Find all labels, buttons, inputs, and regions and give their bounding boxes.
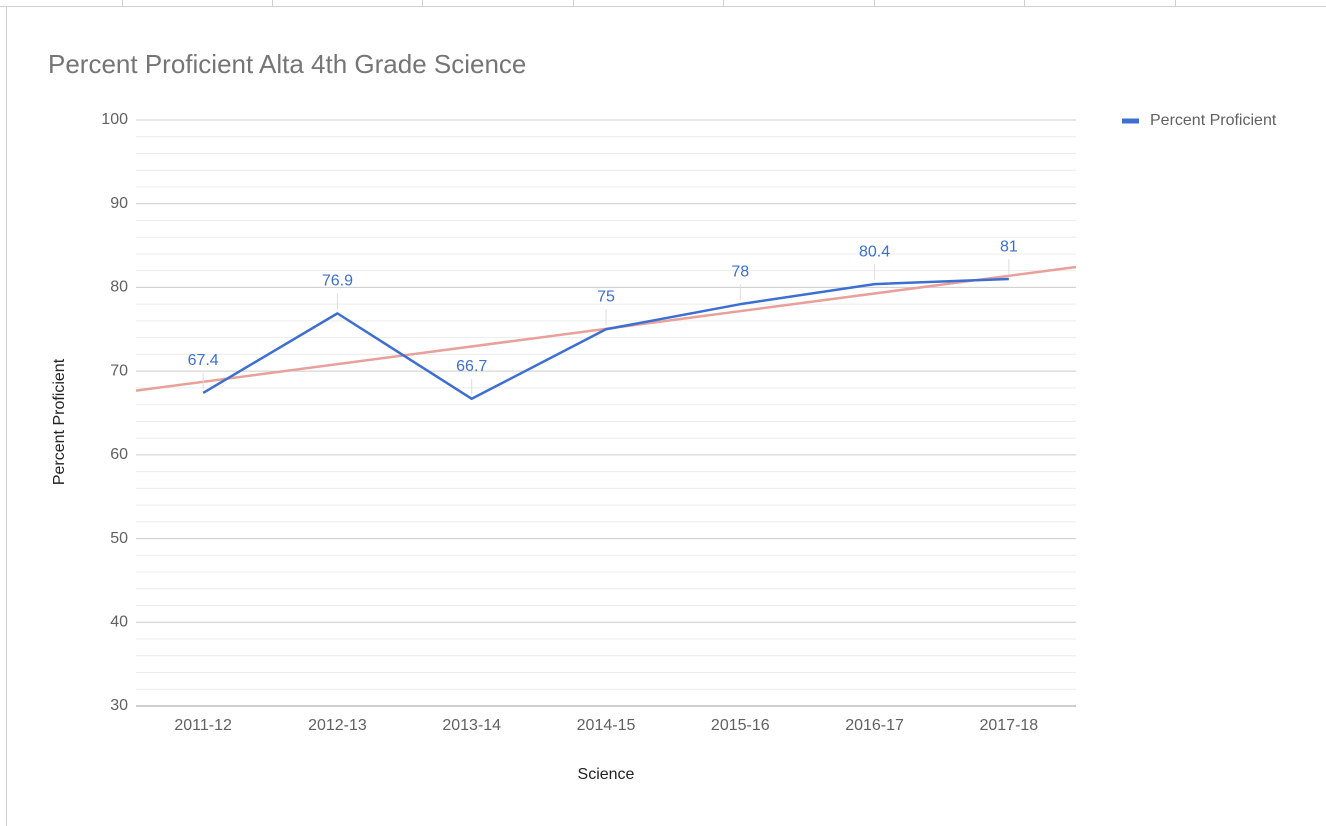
x-tick-label: 2011-12	[174, 717, 232, 734]
data-label: 67.4	[188, 352, 219, 369]
data-label: 75	[597, 289, 615, 306]
x-axis-title: Science	[578, 766, 635, 783]
legend-label: Percent Proficient	[1150, 112, 1277, 129]
data-label: 80.4	[859, 243, 890, 260]
y-tick-label: 90	[110, 195, 128, 212]
chart-title: Percent Proficient Alta 4th Grade Scienc…	[48, 49, 526, 79]
y-tick-label: 70	[110, 362, 128, 379]
series-line	[202, 277, 1009, 401]
y-tick-label: 100	[101, 111, 128, 128]
y-tick-label: 40	[110, 614, 128, 631]
data-label: 66.7	[456, 358, 487, 375]
x-tick-label: 2017-18	[979, 717, 1038, 734]
data-label: 76.9	[322, 273, 353, 290]
x-tick-label: 2014-15	[577, 717, 636, 734]
x-tick-label: 2016-17	[845, 717, 904, 734]
y-tick-label: 60	[110, 446, 128, 463]
data-label: 78	[731, 263, 749, 280]
y-tick-label: 80	[110, 279, 128, 296]
y-tick-label: 30	[110, 697, 128, 714]
y-axis-title: Percent Proficient	[51, 358, 68, 485]
y-tick-label: 50	[110, 530, 128, 547]
x-tick-label: 2012-13	[308, 717, 367, 734]
legend-swatch	[1122, 118, 1139, 124]
x-tick-label: 2013-14	[442, 717, 501, 734]
x-tick-label: 2015-16	[711, 717, 770, 734]
data-label: 81	[1000, 238, 1018, 255]
